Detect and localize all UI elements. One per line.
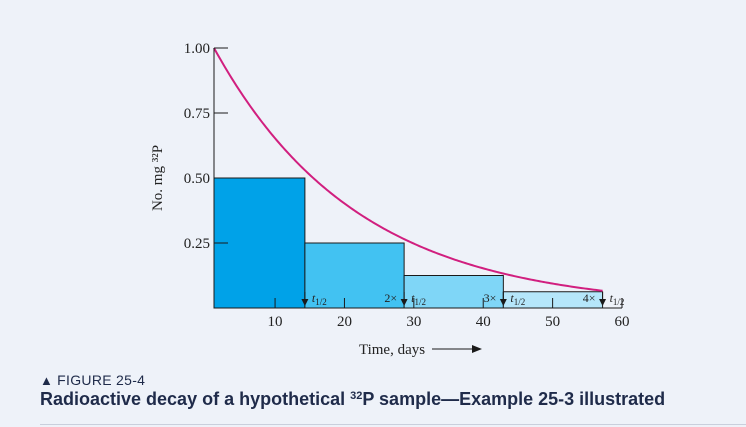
x-tick-label: 60 <box>615 314 630 330</box>
y-axis-title: No. mg ³²P <box>150 145 166 211</box>
x-tick-label: 40 <box>476 314 491 330</box>
decay-chart: 0.25 0.50 0.75 1.00 10 20 30 40 50 60 No. mg ³²P Ti… <box>150 41 630 358</box>
figure-title-sup: 32 <box>350 390 363 402</box>
half-life-multiplier-3: 3× <box>484 291 497 305</box>
y-tick-label: 0.50 <box>184 171 210 187</box>
x-tick-label: 30 <box>406 314 421 330</box>
figure-number-text: FIGURE 25-4 <box>57 372 146 388</box>
half-life-label-1: t1/2 <box>312 291 327 307</box>
x-axis-title: Time, days <box>359 342 425 358</box>
half-life-label-2: t1/2 <box>411 291 426 307</box>
annotations-layer: t1/2 2× t1/2 3× t1/2 4× t1/2 <box>301 291 624 307</box>
caption-divider <box>40 424 746 425</box>
x-tick-label: 10 <box>268 314 283 330</box>
half-life-label-3: t1/2 <box>510 291 525 307</box>
half-life-multiplier-2: 2× <box>384 291 397 305</box>
x-axis-arrow-icon <box>472 345 482 353</box>
figure-title-part1: Radioactive decay of a hypothetical <box>40 389 351 409</box>
decay-curve <box>213 47 603 292</box>
triangle-icon: ▲ <box>40 373 54 388</box>
figure-title-part2: P sample—Example 25-3 illustrated <box>362 389 666 409</box>
half-life-arrow-icon <box>400 299 408 306</box>
half-life-label-4: t1/2 <box>610 291 625 307</box>
curve-layer <box>213 47 603 292</box>
half-life-arrow-icon <box>599 299 607 306</box>
y-tick-label: 0.75 <box>184 106 210 122</box>
step-bar-1 <box>213 177 306 309</box>
figure-title: Radioactive decay of a hypothetical 32P … <box>40 389 740 410</box>
steps-layer <box>213 177 604 309</box>
step-bar-3 <box>403 275 504 309</box>
step-bar-2 <box>304 242 405 309</box>
half-life-arrow-icon <box>301 299 309 306</box>
x-tick-label: 50 <box>545 314 560 330</box>
y-tick-label: 1.00 <box>184 41 210 57</box>
figure-number: ▲ FIGURE 25-4 <box>40 372 740 388</box>
axes-layer: 0.25 0.50 0.75 1.00 10 20 30 40 50 60 No. mg ³²P Ti… <box>150 41 630 358</box>
y-tick-label: 0.25 <box>184 236 210 252</box>
x-tick-label: 20 <box>337 314 352 330</box>
half-life-multiplier-4: 4× <box>583 291 596 305</box>
half-life-arrow-icon <box>499 299 507 306</box>
figure-caption: ▲ FIGURE 25-4 Radioactive decay of a hypo… <box>40 372 740 410</box>
